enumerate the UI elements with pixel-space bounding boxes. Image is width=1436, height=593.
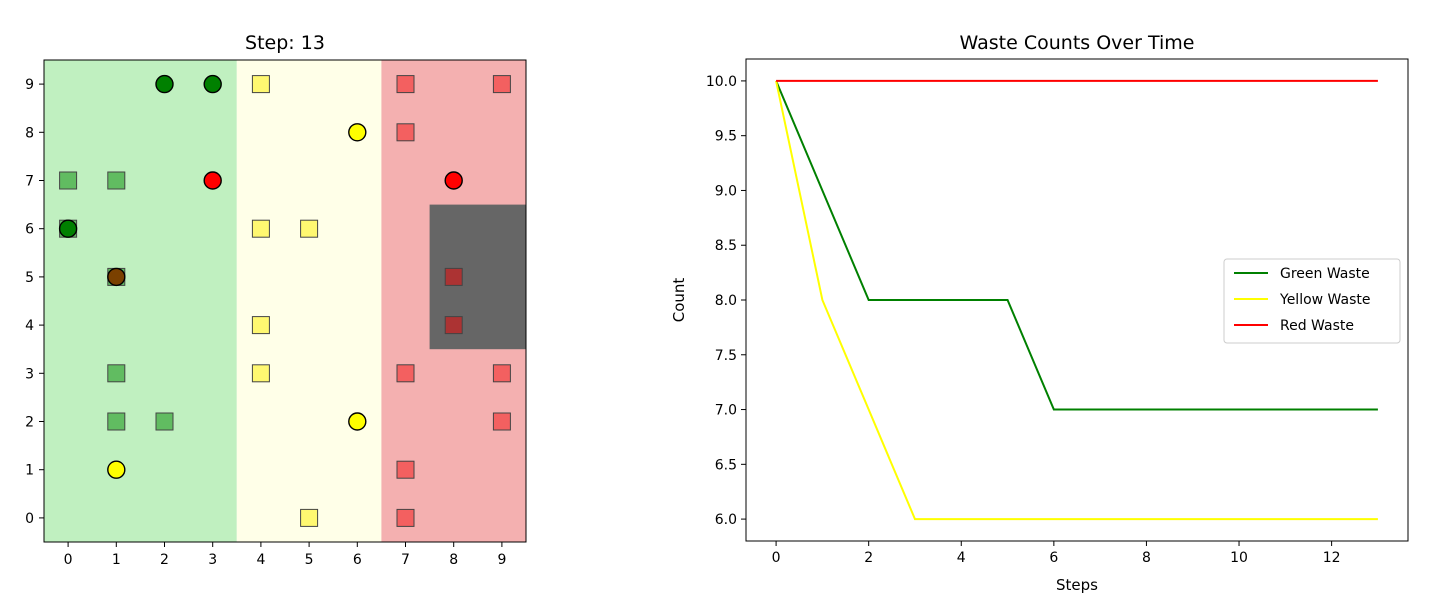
y-tick-label: 7.0: [715, 403, 737, 419]
robot-green: [58, 219, 78, 238]
robot-yellow: [107, 460, 126, 479]
y-tick-label: 10.0: [706, 74, 737, 90]
x-tick-label: 4: [256, 552, 265, 568]
waste-green: [107, 171, 126, 190]
legend: Green Waste Yellow Waste Red Waste: [1223, 258, 1401, 344]
x-tick-label: 3: [208, 552, 217, 568]
waste-yellow: [251, 75, 270, 94]
y-tick-label: 6.0: [715, 512, 737, 528]
x-tick-label: 6: [353, 552, 362, 568]
y-tick-label: 0: [25, 511, 34, 527]
robot-yellow: [348, 123, 367, 142]
y-tick-label: 4: [25, 318, 34, 334]
x-tick-label: 8: [449, 552, 458, 568]
series-line-green-waste: [775, 80, 1378, 411]
waste-red: [444, 316, 463, 335]
waste-red: [396, 123, 415, 142]
y-tick-label: 9.5: [715, 129, 737, 145]
x-tick-label: 2: [864, 550, 873, 566]
x-tick-label: 12: [1323, 550, 1341, 566]
y-tick-label: 2: [25, 415, 34, 431]
waste-green: [107, 412, 126, 431]
x-tick-label: 10: [1230, 550, 1248, 566]
x-tick-label: 0: [64, 552, 73, 568]
robot-red: [444, 171, 463, 190]
chart-title: Waste Counts Over Time: [960, 32, 1195, 54]
x-tick-label: 4: [957, 550, 966, 566]
waste-green: [107, 364, 126, 383]
waste-yellow: [251, 364, 270, 383]
legend-entry: Red Waste: [1280, 318, 1354, 334]
grid-chart: 0 1 2 3 4 5 6 7 8 9 0 1 2 3 4 5 6 7 8 9 Step: 13: [25, 32, 527, 568]
robot-yellow: [348, 412, 367, 431]
y-tick-label: 9.0: [715, 183, 737, 199]
x-tick-label: 2: [160, 552, 169, 568]
robot-brown: [107, 267, 126, 287]
y-tick-label: 5: [25, 270, 34, 286]
waste-yellow: [300, 219, 319, 238]
plot-frame: [43, 59, 527, 543]
y-tick-label: 6.5: [715, 457, 737, 473]
waste-yellow: [251, 219, 270, 238]
legend-entry: Yellow Waste: [1279, 292, 1370, 308]
x-tick-label: 7: [401, 552, 410, 568]
y-tick-label: 8.0: [715, 293, 737, 309]
waste-red: [444, 267, 463, 286]
waste-green: [155, 412, 174, 431]
x-tick-label: 5: [305, 552, 314, 568]
legend-box: [1223, 258, 1401, 344]
x-tick-label: 6: [1049, 550, 1058, 566]
y-tick-label: 7: [25, 174, 34, 190]
waste-red: [492, 364, 511, 383]
y-tick-label: 9: [25, 77, 34, 93]
waste-red: [396, 508, 415, 527]
disposal-area: [429, 204, 526, 350]
y-tick-label: 8: [25, 125, 34, 141]
chart-title: Step: 13: [245, 32, 325, 54]
robot-green: [155, 74, 174, 94]
x-tick-label: 0: [772, 550, 781, 566]
x-tick-label: 8: [1142, 550, 1151, 566]
series-line-yellow-waste: [775, 80, 1378, 521]
x-tick-label: 9: [497, 552, 506, 568]
robot-green: [203, 74, 222, 94]
green-zone: [44, 60, 237, 542]
waste-yellow: [251, 316, 270, 335]
y-tick-label: 6: [25, 222, 34, 238]
y-tick-label: 8.5: [715, 238, 737, 254]
waste-red: [396, 364, 415, 383]
waste-red: [396, 460, 415, 479]
waste-green: [59, 171, 78, 190]
x-tick-label: 1: [112, 552, 121, 568]
waste-red: [492, 412, 511, 431]
robot-red: [203, 171, 222, 190]
y-tick-label: 1: [25, 463, 34, 479]
waste-red: [492, 75, 511, 94]
x-axis-label: Steps: [1056, 576, 1098, 593]
y-tick-label: 7.5: [715, 348, 737, 364]
legend-entry: Green Waste: [1280, 266, 1370, 282]
plot-area: [746, 59, 1408, 541]
plot-frame: [745, 58, 1409, 542]
waste-red: [396, 75, 415, 94]
y-tick-label: 3: [25, 366, 34, 382]
waste-yellow: [300, 508, 319, 527]
